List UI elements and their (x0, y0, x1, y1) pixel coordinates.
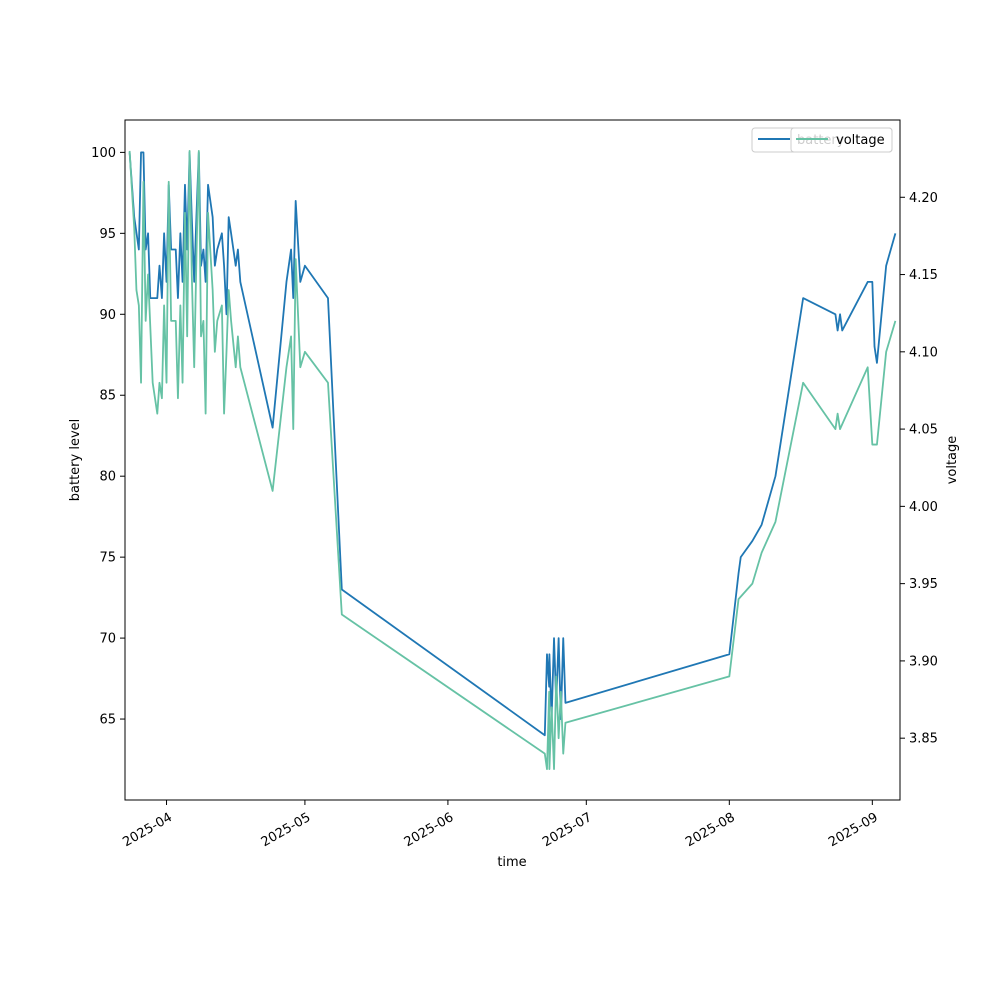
y-left-tick-label: 75 (99, 551, 116, 566)
y-left-tick-label: 100 (91, 146, 116, 161)
x-tick-label: 2025-05 (259, 810, 314, 850)
y-axis-left: 65 70 75 80 85 90 95 100 (91, 146, 125, 728)
y-left-tick-label: 95 (99, 227, 116, 242)
y-right-tick-label: 4.05 (909, 423, 938, 438)
y-axis-right-label: voltage (945, 436, 960, 485)
x-tick-label: 2025-04 (120, 810, 175, 850)
x-tick-label: 2025-09 (826, 810, 881, 850)
series-layer (128, 150, 897, 770)
y-left-tick-label: 80 (99, 470, 116, 485)
y-right-tick-label: 4.00 (909, 500, 938, 515)
x-tick-label: 2025-08 (683, 810, 738, 850)
x-axis: 2025-04 2025-05 2025-06 2025-07 2025-08 2025-… (120, 800, 881, 850)
x-tick-label: 2025-06 (402, 810, 457, 850)
y-right-tick-label: 4.10 (909, 345, 938, 360)
y-right-tick-label: 4.20 (909, 191, 938, 206)
y-left-tick-label: 65 (99, 713, 116, 728)
legend-voltage-box (790, 127, 893, 153)
y-left-tick-label: 85 (99, 389, 116, 404)
legend: battery voltage (751, 127, 893, 153)
legend-voltage-label: voltage (836, 133, 885, 148)
x-axis-label: time (497, 855, 526, 870)
legend-voltage: voltage (790, 127, 893, 153)
plot-area (124, 119, 901, 801)
series-line-battery (128, 151, 897, 737)
y-axis-right: 3.85 3.90 3.95 4.00 4.05 4.10 4.15 4.20 (900, 191, 938, 747)
y-right-tick-label: 4.15 (909, 268, 938, 283)
x-tick-label: 2025-07 (540, 810, 595, 850)
plot-frame (124, 119, 901, 801)
y-right-tick-label: 3.90 (909, 654, 938, 669)
y-right-tick-label: 3.85 (909, 732, 938, 747)
y-left-tick-label: 90 (99, 308, 116, 323)
y-right-tick-label: 3.95 (909, 577, 938, 592)
y-axis-left-label: battery level (68, 419, 83, 502)
y-left-tick-label: 70 (99, 632, 116, 647)
series-line-voltage (128, 150, 897, 770)
